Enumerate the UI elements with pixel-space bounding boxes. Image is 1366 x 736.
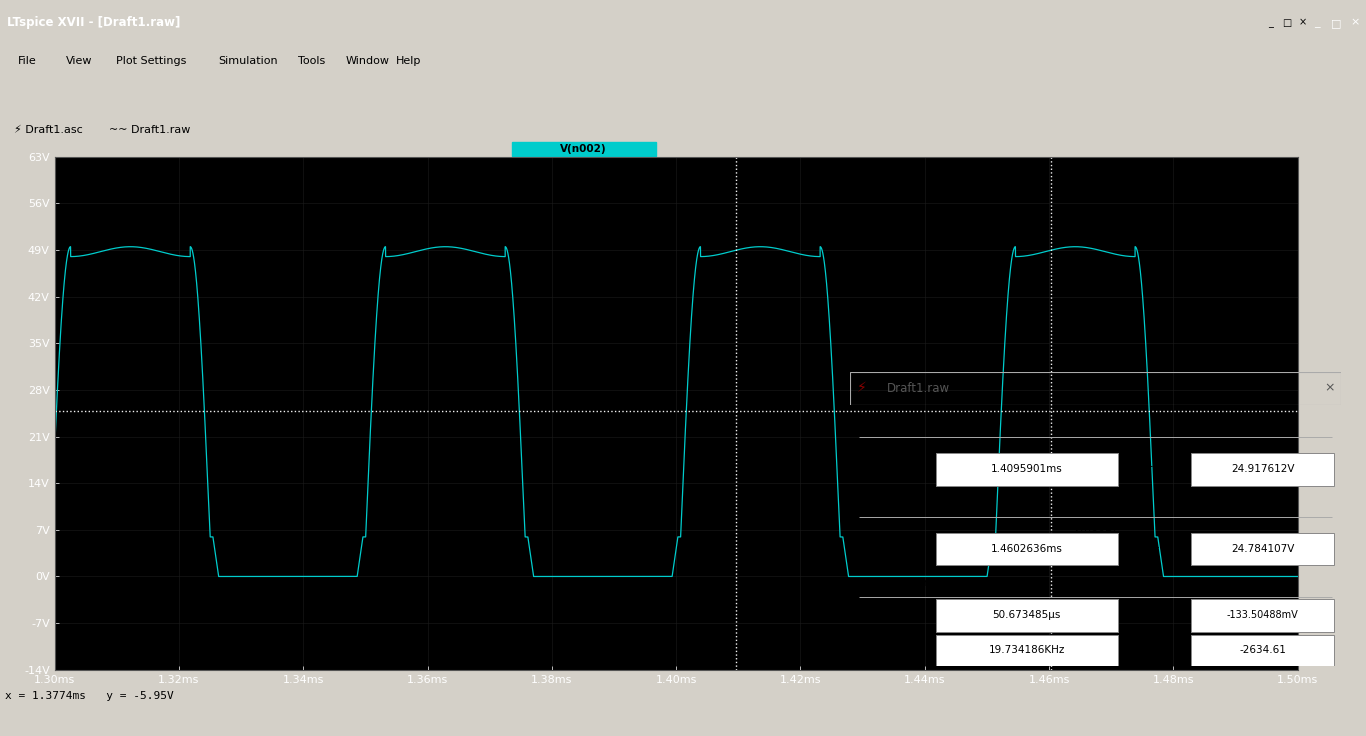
Text: 24.917612V: 24.917612V xyxy=(1231,464,1295,474)
Text: Diff (Cursor2 - Cursor1): Diff (Cursor2 - Cursor1) xyxy=(865,578,994,587)
Text: □: □ xyxy=(1283,18,1291,28)
Text: View: View xyxy=(66,56,92,66)
Text: Window: Window xyxy=(346,56,389,66)
Text: Simulation: Simulation xyxy=(219,56,279,66)
FancyBboxPatch shape xyxy=(936,533,1117,565)
FancyBboxPatch shape xyxy=(1191,533,1335,565)
Text: Horz:: Horz: xyxy=(865,543,893,553)
Text: 1.4602636ms: 1.4602636ms xyxy=(990,543,1063,553)
Text: 50.673485μs: 50.673485μs xyxy=(993,610,1061,620)
Text: -2634.61: -2634.61 xyxy=(1239,645,1287,655)
FancyBboxPatch shape xyxy=(936,453,1117,486)
Text: ×: × xyxy=(1351,18,1359,28)
Text: _: _ xyxy=(1314,18,1320,28)
Text: ×: × xyxy=(1299,18,1307,28)
Text: 19.734186KHz: 19.734186KHz xyxy=(989,645,1065,655)
Text: Horz:: Horz: xyxy=(865,464,893,474)
FancyBboxPatch shape xyxy=(936,634,1117,668)
Text: Vert:: Vert: xyxy=(1135,610,1161,620)
Text: Help: Help xyxy=(396,56,422,66)
Text: Vert:: Vert: xyxy=(1135,543,1161,553)
Text: V(n002): V(n002) xyxy=(1074,523,1117,533)
Text: Cursor 2: Cursor 2 xyxy=(865,498,911,508)
FancyBboxPatch shape xyxy=(1191,634,1335,668)
Text: Draft1.raw: Draft1.raw xyxy=(887,382,949,394)
Text: Vert:: Vert: xyxy=(1135,464,1161,474)
Text: Slope:: Slope: xyxy=(1135,645,1169,655)
Text: x = 1.3774ms   y = -5.95V: x = 1.3774ms y = -5.95V xyxy=(5,691,175,701)
Text: ⚡: ⚡ xyxy=(856,381,867,395)
Text: File: File xyxy=(18,56,37,66)
Text: Cursor 1: Cursor 1 xyxy=(865,418,911,428)
Text: Freq:: Freq: xyxy=(865,645,892,655)
FancyBboxPatch shape xyxy=(1191,599,1335,632)
Text: Plot Settings: Plot Settings xyxy=(116,56,187,66)
Text: LTspice XVII - [Draft1.raw]: LTspice XVII - [Draft1.raw] xyxy=(7,16,180,29)
Text: Horz:: Horz: xyxy=(865,610,893,620)
Text: 24.784107V: 24.784107V xyxy=(1231,543,1295,553)
Text: 1.4095901ms: 1.4095901ms xyxy=(990,464,1063,474)
Text: □: □ xyxy=(1330,18,1341,28)
Text: ~~ Draft1.raw: ~~ Draft1.raw xyxy=(109,125,191,135)
Text: Tools: Tools xyxy=(298,56,325,66)
Text: ⚡ Draft1.asc: ⚡ Draft1.asc xyxy=(14,125,82,135)
Text: _: _ xyxy=(1268,18,1273,28)
Text: V(n002): V(n002) xyxy=(560,144,607,154)
FancyBboxPatch shape xyxy=(1191,453,1335,486)
Text: V(n002): V(n002) xyxy=(1074,443,1117,453)
Text: ×: × xyxy=(1324,382,1335,394)
FancyBboxPatch shape xyxy=(936,599,1117,632)
Text: -133.50488mV: -133.50488mV xyxy=(1227,610,1299,620)
FancyBboxPatch shape xyxy=(512,142,656,156)
